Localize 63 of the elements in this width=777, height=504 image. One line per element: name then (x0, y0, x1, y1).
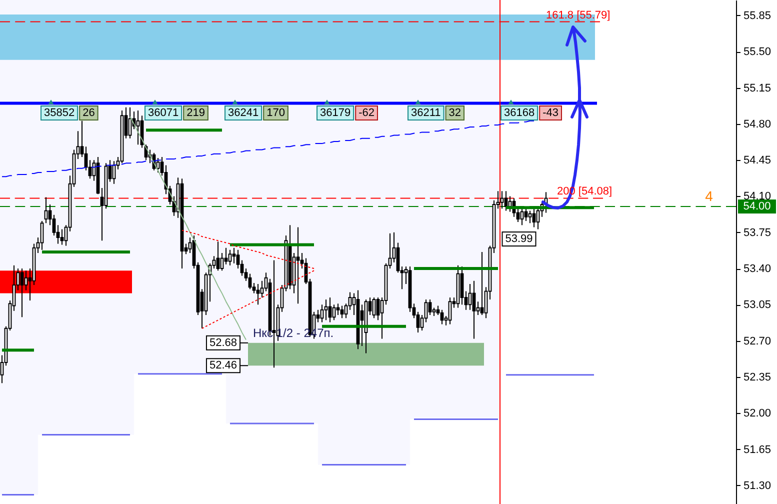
candlestick (328, 296, 332, 323)
annotation: 52.46 (209, 360, 237, 372)
candlestick (256, 284, 260, 306)
candlestick (480, 252, 484, 316)
annotation: 170 (266, 107, 285, 119)
annotation: 36168 (504, 107, 535, 119)
y-tick-label: 53.40 (744, 263, 772, 276)
y-tick-label: 51.30 (744, 480, 772, 492)
annotation: 32 (448, 107, 462, 119)
candlestick (520, 208, 524, 226)
candlestick (536, 206, 540, 230)
annotation: 36179 (320, 107, 351, 119)
y-tick-label: 52.00 (744, 408, 772, 420)
candlestick (60, 228, 64, 246)
ref-line-label: 161.8 [55.79] (546, 10, 610, 22)
y-tick-label: 52.70 (744, 335, 772, 348)
y-tick-label: 52.35 (744, 371, 772, 384)
candlestick (376, 296, 380, 321)
candlestick (416, 311, 420, 334)
candlestick (324, 299, 328, 321)
annotation: -43 (542, 107, 558, 119)
candlestick (472, 280, 476, 340)
annotation: 36071 (148, 107, 179, 119)
candlestick (500, 190, 504, 210)
candlestick (44, 196, 48, 224)
candlestick (20, 268, 24, 318)
candlestick (228, 249, 232, 266)
y-tick-label: 51.65 (744, 444, 772, 456)
candlestick (260, 280, 264, 298)
y-tick-label: 55.85 (744, 10, 772, 22)
y-tick-label: 54.10 (744, 190, 772, 203)
annotation: 4 (705, 188, 714, 204)
annotation: 26 (82, 107, 95, 119)
annotation: 36241 (228, 107, 259, 119)
annotation: 36211 (410, 107, 441, 119)
candlestick (528, 210, 532, 224)
annotation: 219 (186, 107, 205, 119)
annotation: 35852 (44, 107, 75, 119)
candlestick (224, 247, 228, 265)
candlestick (460, 266, 464, 306)
y-tick-label: 55.15 (744, 82, 772, 94)
annotation: -62 (358, 107, 374, 119)
candlestick (232, 247, 236, 264)
candlestick (272, 260, 276, 368)
y-tick-label: 55.50 (744, 46, 772, 58)
annotation: 52.68 (209, 336, 237, 349)
y-tick-label: 53.75 (744, 226, 772, 239)
candlestick (296, 226, 300, 304)
y-tick-label: 53.05 (744, 299, 772, 312)
candlestick (216, 241, 220, 272)
y-tick-label: 54.80 (744, 118, 772, 130)
candlestick (428, 299, 432, 316)
candlestick (52, 214, 56, 236)
candlestick (136, 110, 140, 146)
candlestick (220, 252, 224, 272)
candlestick (340, 305, 344, 319)
annotation: 53.99 (505, 233, 533, 245)
candlestick (336, 303, 340, 316)
candlestick (524, 206, 528, 222)
ref-line-label: 54.00 (743, 200, 771, 213)
candlestick (236, 249, 240, 270)
y-tick-label: 54.45 (744, 154, 772, 167)
candlestick (372, 296, 376, 319)
